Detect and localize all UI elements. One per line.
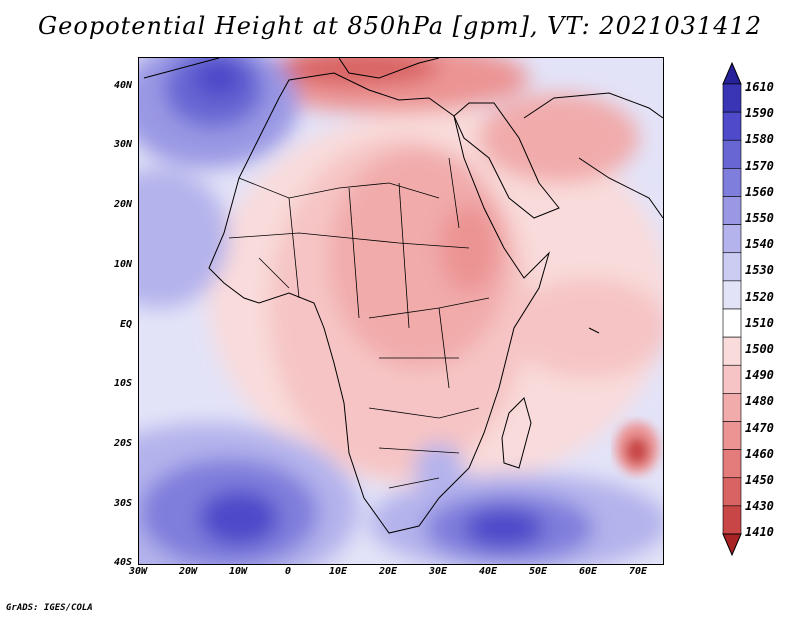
map-title: Geopotential Height at 850hPa [gpm], VT:… — [38, 12, 762, 40]
grads-credit: GrADS: IGES/COLA — [6, 603, 93, 613]
colorbar-swatch-14 — [722, 449, 742, 479]
colorbar-label: 1500 — [745, 342, 774, 356]
lon-label-70e: 70E — [628, 566, 648, 577]
colorbar-label: 1560 — [745, 184, 774, 199]
lon-label-50e: 50E — [528, 566, 548, 577]
colorbar-swatch-4 — [722, 168, 742, 197]
borders — [228, 157, 490, 489]
colorbar-label: 1530 — [745, 263, 774, 278]
lat-label-30n: 30N — [113, 139, 132, 150]
map-canvas — [139, 58, 663, 564]
colorbar-label: 1610 — [745, 80, 774, 94]
colorbar — [722, 62, 742, 556]
geopotential-map — [138, 57, 664, 565]
lat-label-20n: 20N — [113, 199, 132, 210]
colorbar-label: 1580 — [745, 132, 774, 147]
colorbar-label: 1490 — [745, 368, 774, 383]
lat-label-20s: 20S — [113, 438, 132, 449]
lon-label-10e: 10E — [328, 566, 348, 577]
colorbar-swatch-7 — [722, 252, 742, 282]
colorbar-swatch-11 — [722, 364, 742, 394]
colorbar-label: 1540 — [745, 237, 774, 252]
colorbar-swatch-9 — [722, 308, 742, 338]
colorbar-label: 1460 — [745, 446, 774, 461]
colorbar-label: 1520 — [745, 289, 774, 304]
colorbar-label: 1470 — [745, 420, 774, 435]
low-center — [615, 422, 659, 474]
colorbar-swatch-1 — [722, 83, 742, 113]
lon-label-0: 0 — [284, 566, 292, 577]
height-field — [139, 58, 663, 564]
colorbar-label: 1590 — [745, 106, 774, 121]
lat-label-10n: 10N — [113, 259, 132, 270]
lon-label-20w: 20W — [178, 566, 198, 577]
lon-label-20e: 20E — [378, 566, 398, 577]
colorbar-swatch-6 — [722, 224, 742, 254]
lat-label-40s: 40S — [113, 557, 132, 568]
colorbar-label: 1510 — [745, 315, 774, 330]
colorbar-label: 1450 — [745, 473, 774, 487]
colorbar-label: 1550 — [745, 211, 774, 225]
colorbar-swatch-0 — [722, 62, 742, 85]
colorbar-swatch-16 — [722, 505, 742, 535]
lon-label-30w: 30W — [128, 566, 148, 577]
colorbar-swatch-17 — [722, 533, 742, 556]
colorbar-swatches — [722, 62, 742, 556]
lon-label-30e: 30E — [428, 566, 448, 577]
lat-label-30s: 30S — [113, 498, 132, 509]
colorbar-swatch-12 — [722, 393, 742, 422]
colorbar-swatch-8 — [722, 280, 742, 310]
lon-label-10w: 10W — [228, 566, 248, 577]
lat-label-eq: EQ — [119, 319, 132, 330]
colorbar-swatch-3 — [722, 139, 742, 169]
coastlines — [143, 58, 663, 534]
lat-label-10s: 10S — [113, 378, 132, 389]
colorbar-label: 1430 — [745, 499, 774, 514]
lat-label-40n: 40N — [113, 80, 132, 91]
colorbar-label: 1570 — [745, 158, 774, 173]
colorbar-swatch-13 — [722, 421, 742, 450]
lon-label-40e: 40E — [478, 566, 498, 577]
colorbar-label: 1480 — [745, 394, 774, 409]
colorbar-swatch-5 — [722, 196, 742, 225]
colorbar-swatch-10 — [722, 336, 742, 366]
colorbar-label: 1410 — [745, 525, 774, 540]
lon-label-60e: 60E — [578, 566, 598, 577]
colorbar-swatch-2 — [722, 111, 742, 141]
colorbar-swatch-15 — [722, 477, 742, 507]
